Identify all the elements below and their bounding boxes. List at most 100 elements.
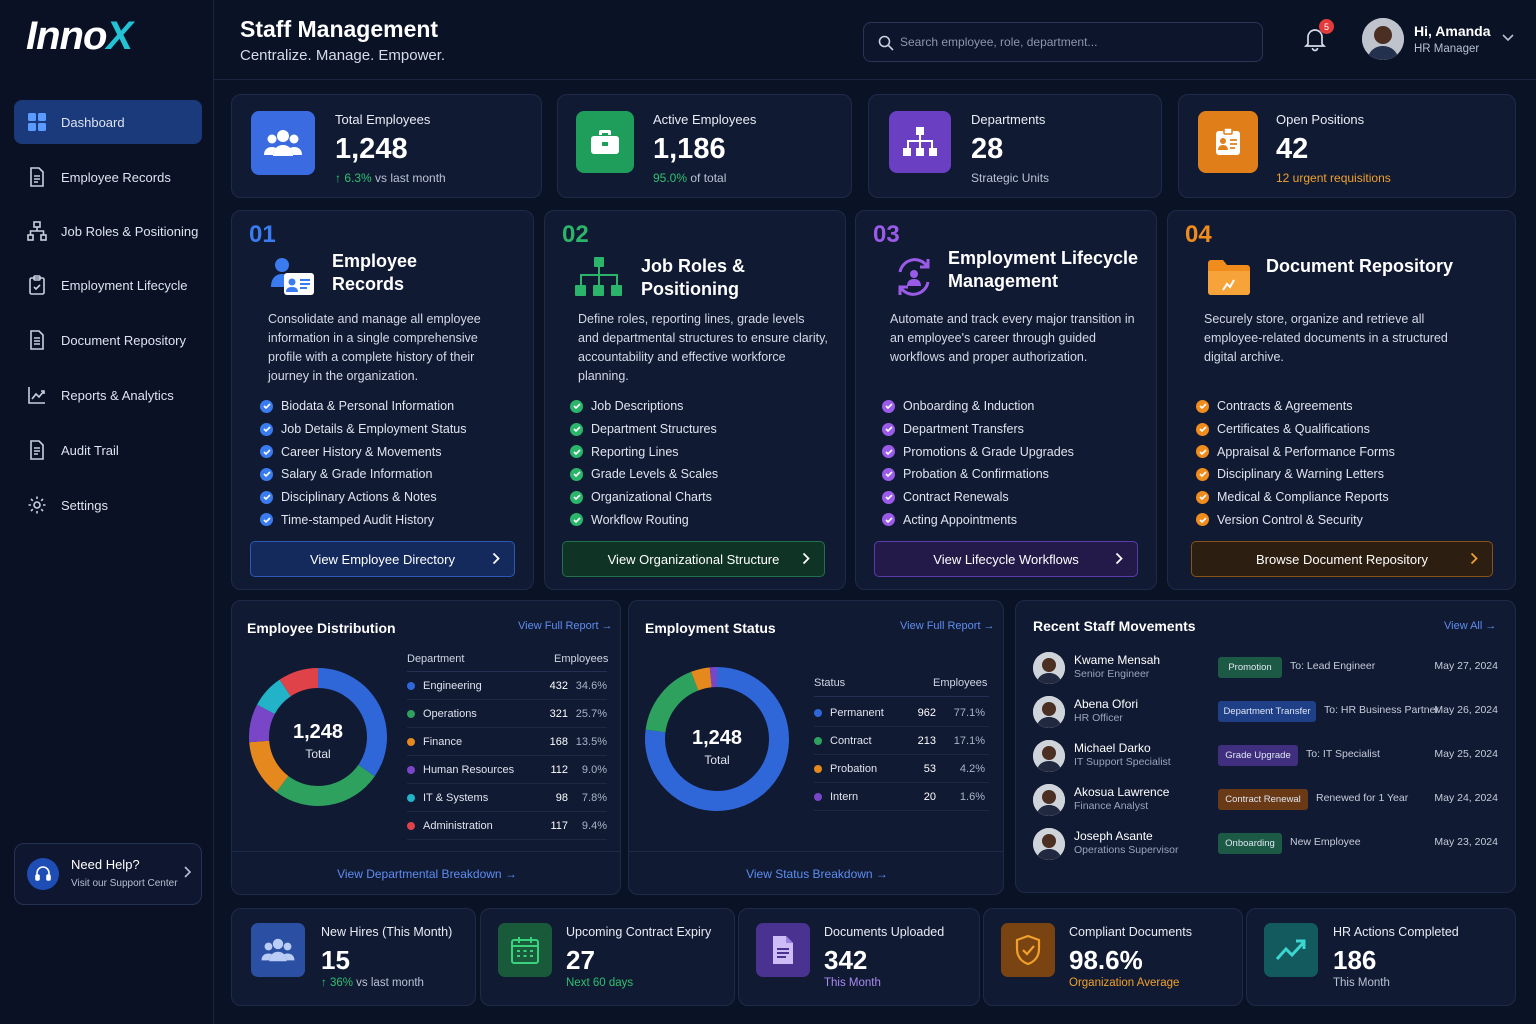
list-item[interactable]: Michael Darko IT Support Specialist Grade …	[1033, 736, 1498, 780]
movement-date: May 25, 2024	[1434, 748, 1498, 760]
employee-role: IT Support Specialist	[1074, 756, 1171, 768]
stat-active-employees: Active Employees 1,186 95.0% of total	[557, 94, 852, 198]
search-input[interactable]	[900, 23, 1250, 61]
search-icon	[878, 35, 894, 51]
module-description: Consolidate and manage all employee info…	[268, 312, 481, 383]
page-title: Staff Management	[240, 16, 439, 42]
page-subtitle: Centralize. Manage. Empower.	[240, 47, 446, 64]
module-feature-list: Contracts & Agreements Certificates & Qu…	[1196, 395, 1395, 531]
view-departmental-breakdown-link[interactable]: View Departmental Breakdown →	[337, 867, 517, 881]
list-item: Grade Levels & Scales	[570, 463, 718, 486]
legend-dot	[814, 764, 822, 773]
list-item[interactable]: Akosua Lawrence Finance Analyst Contract R…	[1033, 780, 1498, 824]
view-status-breakdown-link[interactable]: View Status Breakdown →	[746, 867, 888, 881]
stat-value: 27	[566, 945, 595, 975]
category-label: Finance	[423, 735, 463, 748]
donut-slice-human-resources[interactable]	[249, 704, 275, 743]
check-icon	[570, 399, 583, 413]
view-all-link[interactable]: View All →	[1444, 620, 1497, 632]
category-label: Engineering	[423, 679, 482, 692]
employee-role: Finance Analyst	[1074, 800, 1149, 812]
donut-slice-engineering[interactable]	[317, 668, 387, 777]
list-item: Contract Renewals	[882, 486, 1074, 509]
donut-slice-operations[interactable]	[276, 764, 375, 806]
view-full-report-link[interactable]: View Full Report →	[900, 620, 995, 632]
browse-document-repository-button[interactable]: Browse Document Repository	[1191, 541, 1493, 577]
table-row: Probation 53 4.2%	[814, 755, 989, 783]
sidebar-item-label: Employment Lifecycle	[61, 277, 188, 293]
employment-status-panel: Employment Status View Full Report → 1,2…	[628, 600, 1004, 895]
check-icon	[260, 467, 273, 481]
id-card-icon	[270, 255, 316, 299]
search-box[interactable]	[863, 22, 1263, 62]
list-icon	[26, 439, 48, 461]
stat-label: Departments	[971, 112, 1046, 127]
bell-icon[interactable]	[1302, 26, 1328, 52]
donut-slice-permanent[interactable]	[645, 667, 789, 811]
sidebar-item-settings[interactable]: Settings	[14, 483, 202, 527]
status-label: Permanent	[830, 706, 884, 719]
donut-slice-it-systems[interactable]	[257, 679, 292, 715]
module-description: Define roles, reporting lines, grade lev…	[578, 312, 828, 383]
employee-name: Michael Darko	[1074, 741, 1151, 755]
chevron-down-icon[interactable]	[1502, 34, 1514, 42]
stat-documents-uploaded: Documents Uploaded 342 This Month	[738, 908, 980, 1006]
sidebar-item-label: Employee Records	[61, 169, 171, 185]
movement-detail: To: IT Specialist	[1306, 748, 1380, 760]
stat-sub: Organization Average	[1069, 977, 1180, 989]
app-logo[interactable]: InnoX	[26, 14, 133, 58]
sidebar-item-label: Job Roles & Positioning	[61, 223, 199, 239]
donut-center-value: 1,248	[691, 727, 743, 749]
view-full-report-link[interactable]: View Full Report →	[518, 620, 613, 632]
list-item: Department Structures	[570, 418, 718, 441]
arrow-up-icon: ↑	[335, 171, 341, 185]
users-icon	[251, 923, 305, 977]
sidebar-item-employment-lifecycle[interactable]: Employment Lifecycle	[14, 263, 202, 307]
donut-center-value: 1,248	[292, 721, 344, 743]
help-card[interactable]: Need Help? Visit our Support Center	[14, 843, 202, 905]
table-row: Intern 20 1.6%	[814, 783, 989, 811]
stat-open-positions: Open Positions 42 12 urgent requisitions	[1178, 94, 1516, 198]
sidebar-item-reports-analytics[interactable]: Reports & Analytics	[14, 373, 202, 417]
sidebar-item-employee-records[interactable]: Employee Records	[14, 155, 202, 199]
list-item: Medical & Compliance Reports	[1196, 486, 1395, 509]
view-employee-directory-button[interactable]: View Employee Directory	[250, 541, 515, 577]
sidebar-item-job-roles[interactable]: Job Roles & Positioning	[14, 209, 202, 253]
user-role: HR Manager	[1414, 43, 1480, 55]
sidebar-item-document-repository[interactable]: Document Repository	[14, 318, 202, 362]
document-icon	[26, 166, 48, 188]
donut-slice-probation[interactable]	[691, 667, 713, 691]
legend-dot	[407, 793, 415, 802]
module-employment-lifecycle: 03 Employment Lifecycle Management Automa…	[855, 210, 1157, 590]
donut-slice-administration[interactable]	[279, 668, 319, 697]
status-donut-chart	[645, 667, 789, 811]
donut-slice-finance[interactable]	[249, 740, 289, 792]
donut-center-label: Total	[305, 747, 331, 761]
check-icon	[1196, 445, 1209, 459]
folder-icon	[1206, 257, 1252, 297]
module-document-repository: 04 Document Repository Securely store, o…	[1167, 210, 1516, 590]
org-chart-icon	[575, 257, 623, 297]
check-icon	[1196, 467, 1209, 481]
grid-icon	[26, 111, 48, 133]
movement-badge: Contract Renewal	[1218, 789, 1308, 810]
employee-name: Joseph Asante	[1074, 829, 1153, 843]
sidebar-item-audit-trail[interactable]: Audit Trail	[14, 428, 202, 472]
table-row: Permanent 962 77.1%	[814, 699, 989, 727]
avatar[interactable]	[1362, 18, 1404, 60]
category-percent: 9.4%	[581, 819, 607, 832]
view-lifecycle-workflows-button[interactable]: View Lifecycle Workflows	[874, 541, 1138, 577]
help-subtitle: Visit our Support Center	[71, 878, 178, 889]
movement-badge: Onboarding	[1218, 833, 1282, 854]
distribution-donut-chart	[249, 668, 387, 806]
list-item[interactable]: Kwame Mensah Senior Engineer Promotion To: …	[1033, 648, 1498, 692]
donut-slice-contract[interactable]	[645, 671, 699, 733]
module-title: Job Roles & Positioning	[641, 256, 746, 299]
sidebar-item-dashboard[interactable]: Dashboard	[14, 100, 202, 144]
arrow-up-icon: ↑	[321, 977, 327, 989]
list-item[interactable]: Abena Ofori HR Officer Department Transfer…	[1033, 692, 1498, 736]
chevron-right-icon	[492, 552, 500, 565]
list-item[interactable]: Joseph Asante Operations Supervisor Onboar…	[1033, 824, 1498, 868]
view-organizational-structure-button[interactable]: View Organizational Structure	[562, 541, 825, 577]
legend-dot	[814, 736, 822, 745]
